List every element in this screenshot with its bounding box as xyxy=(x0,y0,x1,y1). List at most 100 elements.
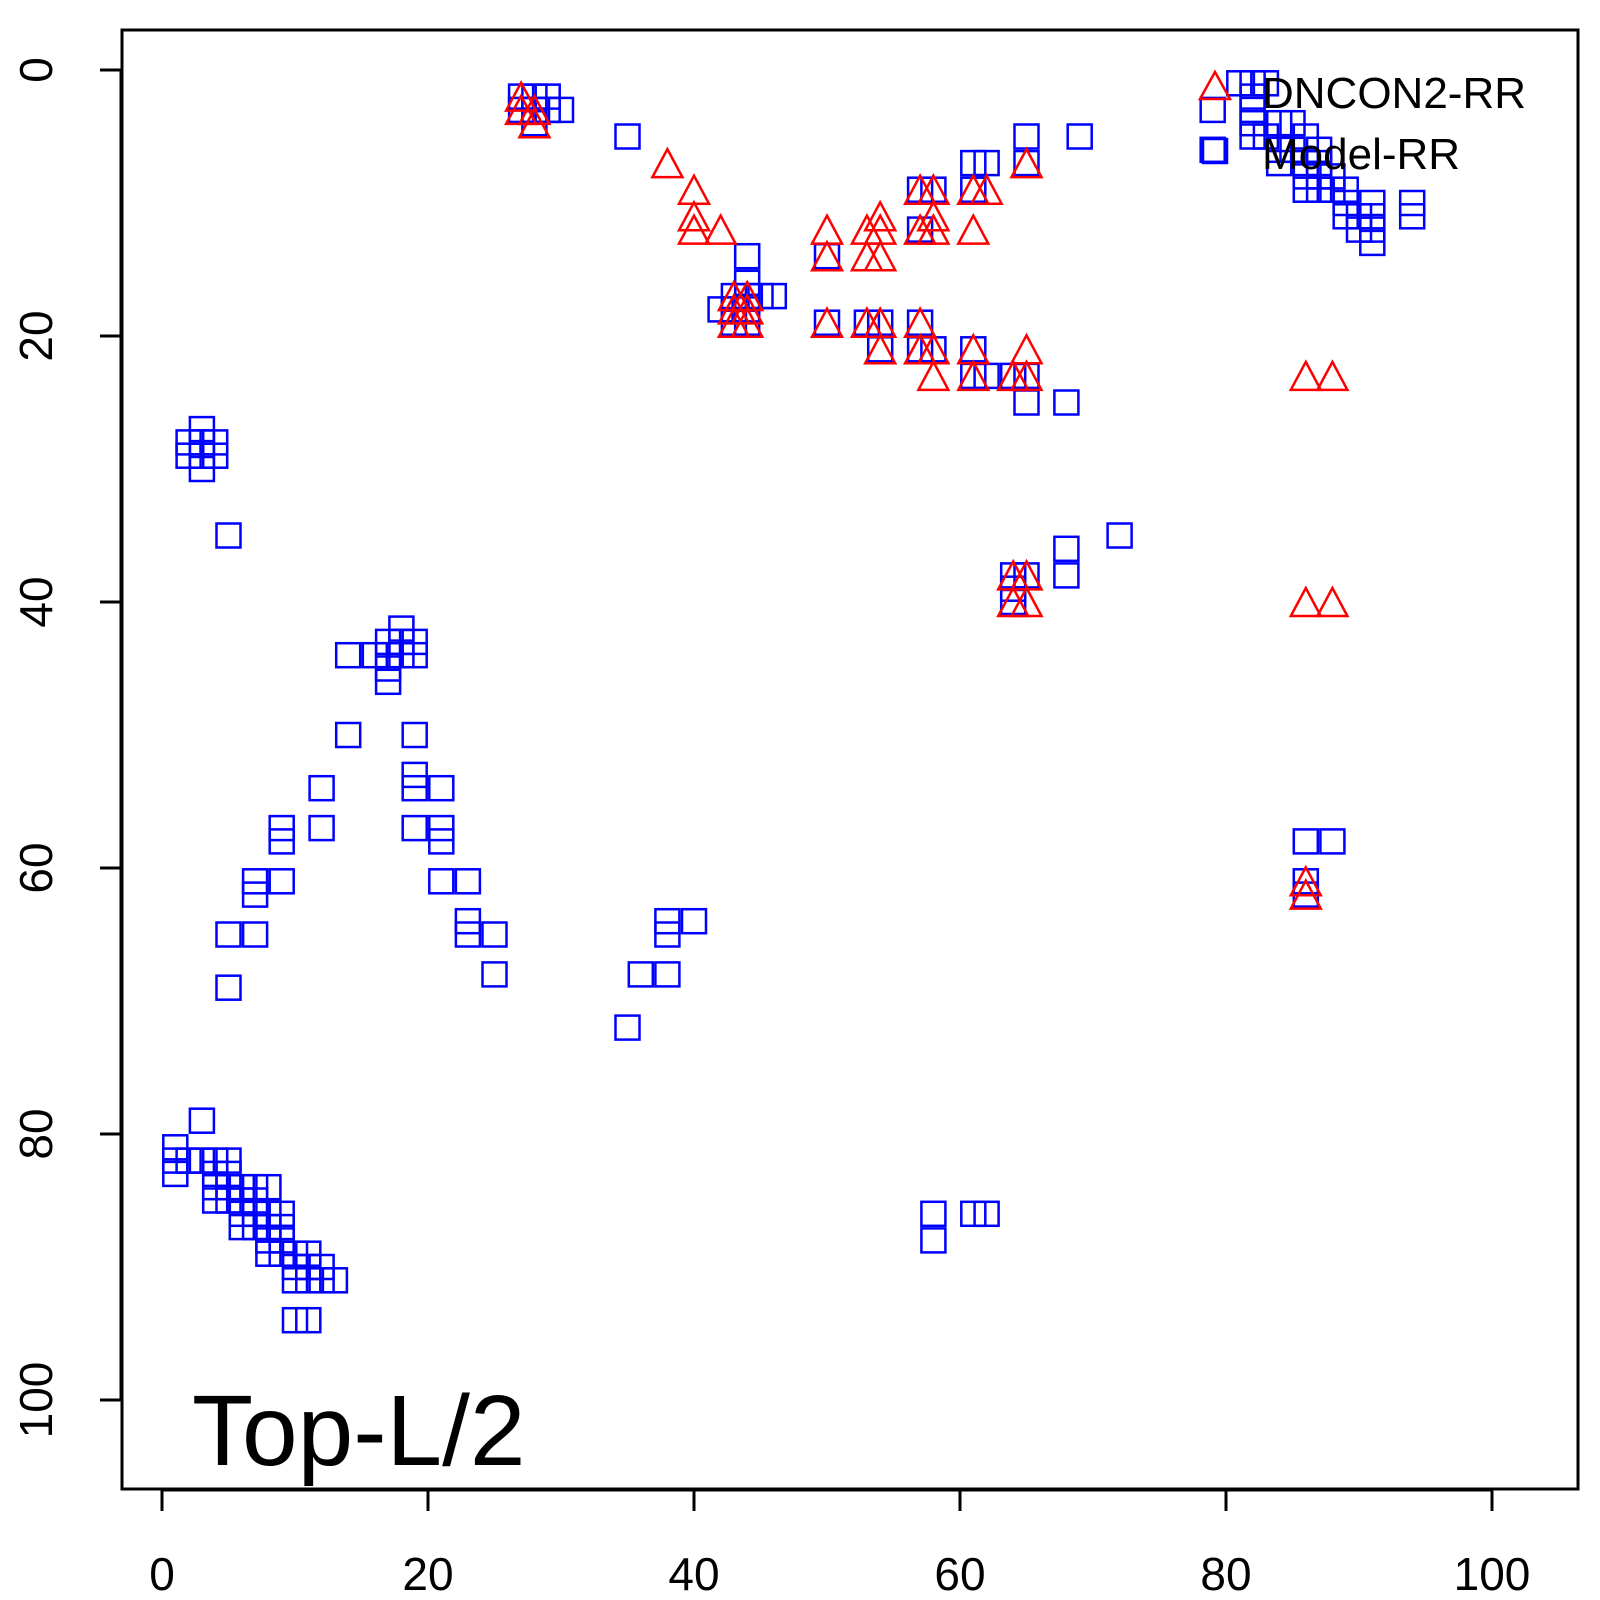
x-tick-label: 60 xyxy=(934,1548,985,1600)
data-point-square xyxy=(1359,189,1386,217)
data-point-triangle xyxy=(916,212,951,245)
data-point-triangle xyxy=(1009,332,1044,365)
data-point-triangle xyxy=(956,359,991,392)
data-point-square xyxy=(241,1173,269,1201)
data-point-square xyxy=(295,1267,322,1294)
data-point-square xyxy=(1305,149,1333,177)
data-point-square xyxy=(1013,123,1040,150)
data-point-square xyxy=(268,814,295,842)
x-axis: 0 20 40 60 80 100 xyxy=(149,1488,1530,1600)
data-point-square xyxy=(201,1160,229,1188)
data-point-square xyxy=(388,628,415,656)
data-point-triangle xyxy=(903,306,938,338)
data-point-square xyxy=(1398,189,1426,217)
data-point-square xyxy=(255,1213,282,1241)
data-point-square xyxy=(268,1213,295,1241)
data-point-square xyxy=(241,868,269,895)
data-point-square xyxy=(295,1240,322,1267)
data-point-square xyxy=(241,881,269,908)
data-point-square xyxy=(175,429,202,456)
data-point-square xyxy=(920,1227,947,1254)
data-point-square xyxy=(215,921,242,948)
data-point-square xyxy=(374,641,402,669)
data-point-triangle xyxy=(650,146,685,179)
data-point-square xyxy=(1305,163,1333,190)
data-point-square xyxy=(1252,70,1280,97)
data-point-square xyxy=(1332,189,1359,217)
data-point-square xyxy=(1398,203,1426,230)
data-point-square xyxy=(215,1187,242,1214)
data-point-square xyxy=(428,868,455,895)
data-point-square xyxy=(1199,96,1226,124)
data-point-triangle xyxy=(956,212,991,245)
data-point-square xyxy=(1345,203,1373,230)
data-point-square xyxy=(1292,149,1320,177)
data-point-square xyxy=(973,149,1000,177)
y-tick-label: 80 xyxy=(10,1108,62,1159)
data-point-square xyxy=(308,1267,335,1294)
data-point-square xyxy=(1279,136,1306,164)
data-point-square xyxy=(1265,136,1293,164)
data-point-square xyxy=(201,442,229,469)
data-point-square xyxy=(215,1173,242,1201)
data-point-triangle xyxy=(1315,359,1350,392)
data-point-triangle xyxy=(1315,585,1350,618)
data-point-square xyxy=(1265,109,1293,137)
data-point-square xyxy=(388,615,415,642)
data-point-triangle xyxy=(1288,877,1323,910)
data-point-triangle xyxy=(1009,359,1044,392)
x-tick-label: 40 xyxy=(668,1548,719,1600)
data-point-square xyxy=(334,721,362,749)
data-point-triangle xyxy=(517,93,552,126)
x-tick-label: 20 xyxy=(402,1548,453,1600)
data-point-square xyxy=(960,1200,987,1228)
data-point-square xyxy=(1332,176,1359,203)
data-point-square xyxy=(188,1107,216,1134)
data-point-triangle xyxy=(916,359,951,392)
data-point-triangle xyxy=(809,239,845,272)
data-point-square xyxy=(281,1267,309,1294)
data-point-square xyxy=(241,921,269,948)
data-point-square xyxy=(401,628,428,656)
data-point-square xyxy=(428,774,455,802)
panel-annotation: Top-L/2 xyxy=(192,1375,526,1487)
data-point-square xyxy=(654,961,681,988)
data-point-square xyxy=(1345,216,1373,243)
data-point-square xyxy=(454,921,482,948)
data-point-square xyxy=(428,828,455,855)
data-point-square xyxy=(374,628,402,656)
data-point-square xyxy=(201,1187,229,1214)
data-point-square xyxy=(308,774,335,802)
data-point-square xyxy=(228,1187,256,1214)
legend-label-dncon2: DNCON2-RR xyxy=(1262,69,1526,118)
data-point-square xyxy=(188,429,216,456)
data-point-square xyxy=(454,868,482,895)
data-point-square xyxy=(188,455,216,483)
y-tick-label: 100 xyxy=(10,1362,62,1439)
legend-square-marker xyxy=(1201,137,1229,165)
series-dncon2-rr xyxy=(504,79,1350,910)
data-point-triangle xyxy=(517,106,552,139)
data-point-square xyxy=(1359,216,1386,243)
data-point-triangle xyxy=(809,306,845,338)
data-point-square xyxy=(255,1240,282,1267)
data-point-square xyxy=(215,1160,242,1188)
data-point-square xyxy=(321,1267,349,1294)
data-point-square xyxy=(228,1173,256,1201)
data-point-square xyxy=(162,1160,189,1188)
data-point-square xyxy=(228,1213,256,1241)
data-point-square xyxy=(1292,163,1320,190)
data-point-square xyxy=(654,921,681,948)
data-point-triangle xyxy=(703,212,738,245)
data-point-square xyxy=(920,1200,947,1228)
data-points xyxy=(162,70,1426,1334)
data-point-square xyxy=(201,1147,229,1174)
data-point-triangle xyxy=(956,332,991,365)
data-point-square xyxy=(388,641,415,669)
data-point-square xyxy=(255,1227,282,1254)
data-point-square xyxy=(201,429,229,456)
x-tick-label: 0 xyxy=(149,1548,175,1600)
data-point-square xyxy=(1292,123,1320,150)
data-point-square xyxy=(973,1200,1000,1228)
